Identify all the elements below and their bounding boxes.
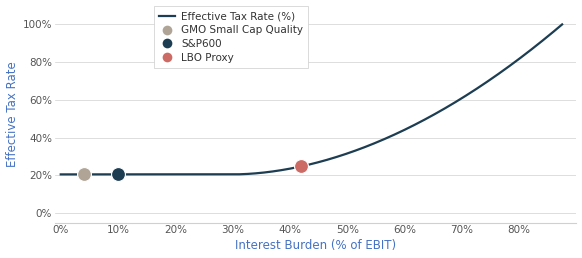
Legend: Effective Tax Rate (%), GMO Small Cap Quality, S&P600, LBO Proxy: Effective Tax Rate (%), GMO Small Cap Qu…: [154, 6, 308, 68]
Point: [297, 164, 306, 168]
X-axis label: Interest Burden (% of EBIT): Interest Burden (% of EBIT): [235, 239, 396, 252]
Y-axis label: Effective Tax Rate: Effective Tax Rate: [6, 61, 19, 167]
Point: [79, 172, 88, 176]
Point: [113, 172, 123, 176]
